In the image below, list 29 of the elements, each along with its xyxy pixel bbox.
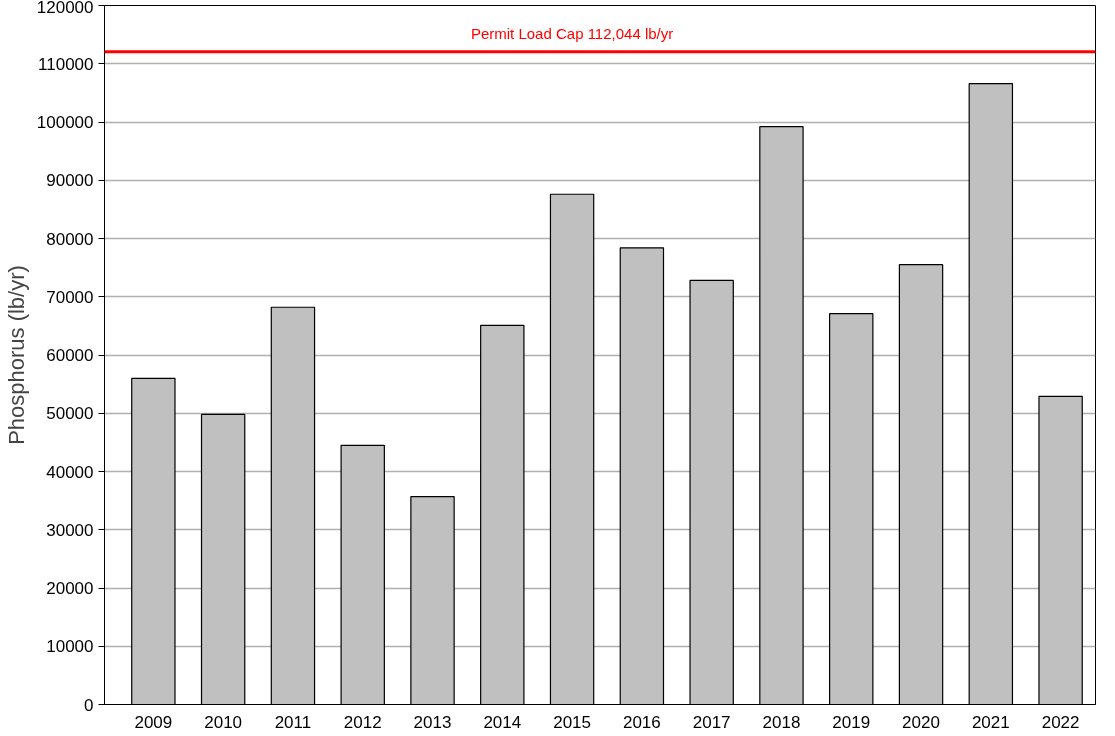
y-tick-label: 30000 bbox=[46, 520, 94, 540]
y-tick-label: 110000 bbox=[38, 54, 94, 74]
y-tick-label: 90000 bbox=[46, 171, 94, 191]
x-tick-label: 2021 bbox=[971, 712, 1010, 732]
x-tick-label: 2019 bbox=[832, 712, 871, 732]
x-tick-label: 2015 bbox=[553, 712, 591, 732]
x-tick-label: 2013 bbox=[413, 712, 452, 732]
y-tick-label: 120000 bbox=[36, 0, 94, 17]
x-tick-label: 2020 bbox=[902, 712, 940, 732]
y-tick-label: 70000 bbox=[46, 287, 94, 307]
x-tick-label: 2011 bbox=[274, 712, 312, 732]
y-tick-label: 100000 bbox=[36, 113, 94, 132]
y-tick-label: 50000 bbox=[46, 404, 94, 424]
x-tick-label: 2012 bbox=[343, 712, 382, 732]
x-tick-label: 2017 bbox=[692, 712, 731, 732]
y-axis-title: Phosphorus (lb/yr) bbox=[3, 265, 29, 445]
x-tick-label: 2010 bbox=[204, 712, 243, 732]
y-tick-label: 10000 bbox=[46, 637, 94, 657]
x-tick-label: 2014 bbox=[483, 712, 522, 732]
y-tick-label: 60000 bbox=[46, 346, 94, 365]
x-tick-label: 2009 bbox=[134, 712, 173, 732]
y-tick-label: 20000 bbox=[46, 579, 94, 598]
x-tick-label: 2018 bbox=[762, 712, 801, 732]
y-tick-label: 40000 bbox=[46, 462, 94, 482]
y-tick-label: 80000 bbox=[46, 229, 94, 249]
x-tick-label: 2016 bbox=[622, 712, 661, 732]
x-tick-label: 2022 bbox=[1041, 712, 1080, 732]
ref-line-label: Permit Load Cap 112,044 lb/yr bbox=[470, 24, 674, 42]
y-tick-label: 0 bbox=[84, 695, 94, 715]
